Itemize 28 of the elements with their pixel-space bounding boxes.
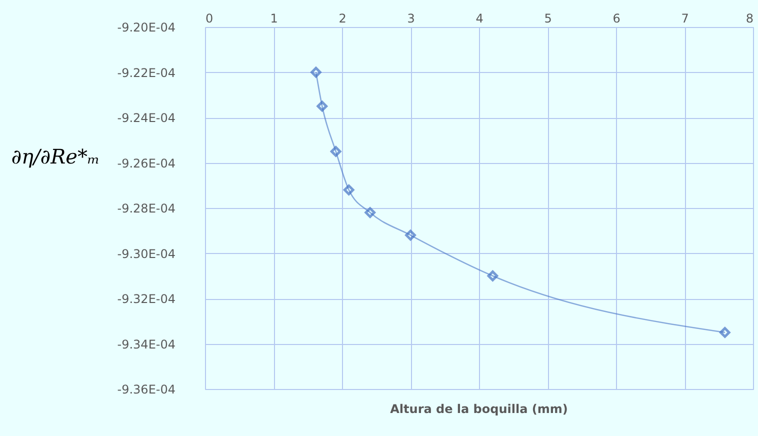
point: [316, 100, 328, 112]
x-tick-label: 4: [476, 12, 484, 26]
point: [330, 146, 342, 157]
y-tick-label: -9.20E-04: [117, 20, 176, 34]
y-tick-label: -9.26E-04: [117, 156, 176, 170]
point: [364, 207, 376, 218]
y-tick-label: -9.32E-04: [117, 292, 176, 306]
x-tick-label: 1: [270, 12, 278, 26]
y-tick-label: -9.28E-04: [117, 202, 176, 216]
y-tick-label: -9.30E-04: [117, 246, 176, 261]
point: [405, 230, 416, 241]
point: [343, 184, 354, 196]
y-tick-label: -9.34E-04: [117, 337, 176, 352]
point: [487, 270, 498, 282]
y-tick-label: -9.22E-04: [117, 66, 176, 80]
y-tick-label: -9.36E-04: [117, 382, 176, 396]
x-axis-title: Altura de la boquilla (mm): [390, 402, 568, 416]
x-tick-label: 7: [681, 12, 689, 26]
x-tick-label: 8: [746, 12, 754, 26]
x-tick-label: 0: [206, 12, 214, 26]
y-tick-label: -9.24E-04: [117, 111, 176, 125]
x-tick-label: 3: [407, 12, 415, 26]
x-tick-label: 6: [612, 12, 620, 26]
x-tick-label: 5: [544, 12, 552, 26]
x-tick-label: 2: [338, 12, 346, 26]
y-axis-title: ∂η/∂Re*ₘ: [11, 144, 100, 168]
point: [719, 327, 730, 338]
point: [310, 66, 322, 78]
